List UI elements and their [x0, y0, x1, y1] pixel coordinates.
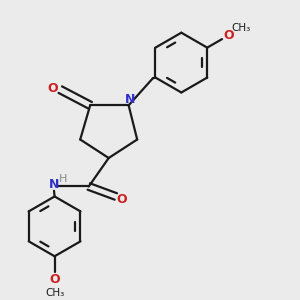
Text: O: O	[223, 29, 233, 42]
Text: N: N	[125, 93, 135, 106]
Text: O: O	[48, 82, 58, 95]
Text: CH₃: CH₃	[231, 23, 250, 33]
Text: O: O	[49, 273, 60, 286]
Text: H: H	[59, 174, 67, 184]
Text: O: O	[117, 193, 128, 206]
Text: N: N	[49, 178, 59, 191]
Text: CH₃: CH₃	[45, 288, 64, 298]
